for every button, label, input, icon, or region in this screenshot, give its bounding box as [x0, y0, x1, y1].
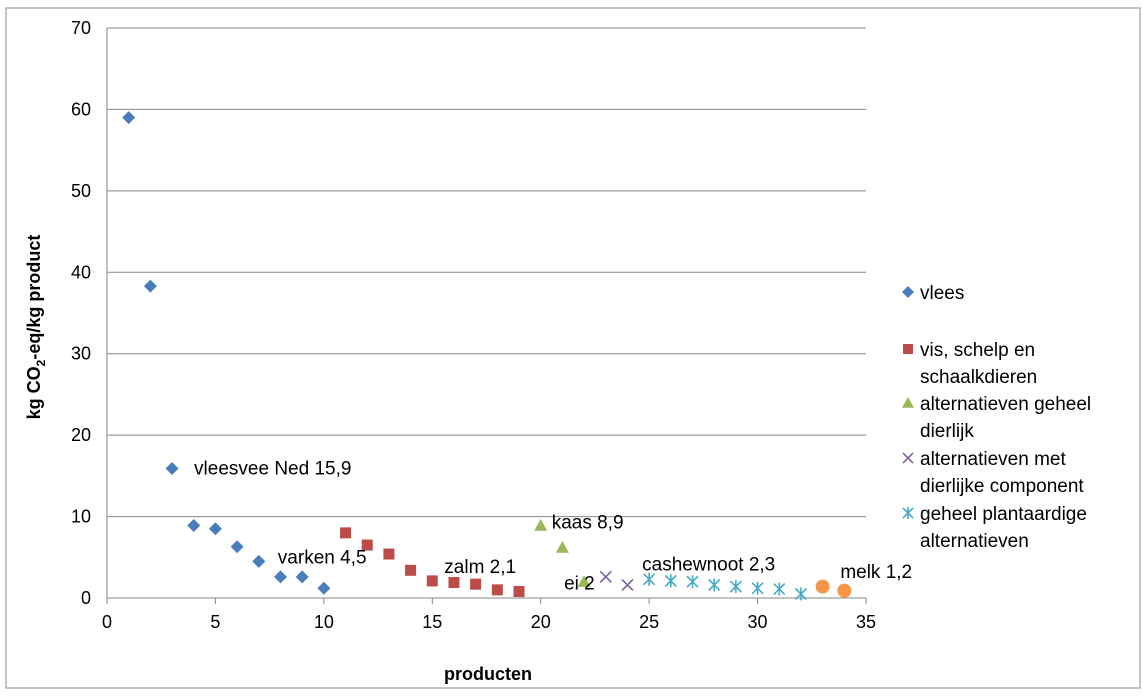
data-point-series-0 — [295, 570, 309, 584]
point-annotation: kaas 8,9 — [552, 513, 624, 534]
data-point-series-4 — [643, 572, 656, 586]
y-tick-label: 60 — [71, 99, 91, 119]
data-point-series-4 — [664, 574, 677, 588]
data-point-series-4 — [794, 587, 808, 601]
legend-label-series-1: schaalkdieren — [920, 367, 1037, 388]
y-tick-label: 20 — [71, 425, 91, 445]
legend-label-series-0: vlees — [920, 283, 964, 304]
y-tick-label: 0 — [81, 588, 91, 608]
data-point-series-0 — [122, 111, 136, 125]
axes — [106, 28, 867, 604]
data-point-series-2 — [577, 575, 591, 587]
data-point-series-5 — [815, 579, 830, 594]
data-point-series-1 — [340, 527, 352, 539]
data-point-series-1 — [405, 564, 417, 576]
data-point-series-0 — [208, 522, 222, 536]
x-tick-label: 25 — [639, 612, 659, 632]
x-tick-label: 10 — [314, 612, 334, 632]
legend-marker-series-4 — [902, 507, 914, 519]
point-annotation: melk 1,2 — [840, 562, 912, 583]
point-annotation: vleesvee Ned 15,9 — [194, 459, 351, 480]
data-point-series-1 — [361, 539, 373, 551]
data-point-series-4 — [773, 582, 786, 596]
data-point-series-0 — [273, 570, 287, 584]
x-tick-labels: 0 5 10 15 20 25 30 35 — [102, 612, 876, 632]
data-point-series-1 — [383, 548, 395, 560]
point-annotation: cashewnoot 2,3 — [642, 554, 775, 575]
data-point-series-1 — [513, 585, 525, 597]
data-point-series-4 — [686, 575, 699, 589]
point-annotation: varken 4,5 — [278, 547, 367, 568]
data-point-series-0 — [165, 462, 179, 476]
data-point-series-4 — [708, 578, 721, 592]
legend-label-series-3: alternatieven met — [920, 449, 1066, 470]
y-tick-label: 50 — [71, 181, 91, 201]
y-tick-label: 30 — [71, 344, 91, 364]
x-tick-label: 20 — [531, 612, 551, 632]
data-point-series-0 — [252, 554, 266, 568]
data-point-series-3 — [621, 578, 634, 592]
data-point-series-2 — [534, 519, 548, 531]
y-tick-label: 10 — [71, 507, 91, 527]
y-tick-label: 70 — [71, 18, 91, 38]
data-point-series-2 — [555, 541, 569, 553]
legend-label-series-4: geheel plantaardige — [920, 504, 1087, 525]
data-point-series-1 — [491, 584, 503, 596]
data-point-series-1 — [470, 578, 482, 590]
data-point-series-0 — [187, 519, 201, 533]
point-annotation: zalm 2,1 — [444, 557, 516, 578]
y-axis-title-part-2: -eq/kg product — [24, 235, 44, 360]
y-tick-label: 40 — [71, 262, 91, 282]
legend-label-series-2: dierlijk — [920, 421, 974, 442]
point-annotation: ei 2 — [564, 574, 595, 595]
y-axis-title-part-1: kg CO — [24, 366, 44, 419]
x-tick-label: 15 — [422, 612, 442, 632]
y-tick-labels: 0 10 20 30 40 50 60 70 — [71, 18, 91, 608]
data-point-series-0 — [317, 581, 331, 595]
data-point-series-1 — [426, 575, 438, 587]
legend-marker-series-3 — [902, 452, 914, 464]
data-point-series-0 — [230, 540, 244, 554]
data-point-series-1 — [448, 577, 460, 589]
legend-marker-series-1 — [903, 344, 913, 354]
legend-label-series-3: dierlijke component — [920, 476, 1084, 497]
data-point-series-5 — [837, 583, 852, 598]
legend-marker-series-2 — [902, 397, 914, 408]
y-axis-title: kg CO2-eq/kg product — [24, 235, 48, 420]
chart-border — [5, 7, 1141, 689]
data-point-series-3 — [599, 570, 612, 583]
x-axis-title: producten — [444, 664, 532, 684]
data-point-series-4 — [751, 581, 764, 595]
x-tick-label: 35 — [856, 612, 876, 632]
x-tick-label: 30 — [748, 612, 768, 632]
y-axis-title-subscript: 2 — [34, 359, 48, 366]
legend-label-series-4: alternatieven — [920, 531, 1029, 552]
point-annotations: vleesvee Ned 15,9 varken 4,5 zalm 2,1 kaas … — [194, 459, 912, 595]
legend-label-series-1: vis, schelp en — [920, 340, 1035, 361]
x-tick-label: 0 — [102, 612, 112, 632]
legend: vlees vis, schelp en schaalkdieren alternat… — [902, 283, 1091, 552]
data-point-series-4 — [729, 580, 742, 594]
data-point-series-0 — [143, 279, 157, 293]
data-points — [122, 111, 852, 601]
legend-label-series-2: alternatieven geheel — [920, 394, 1091, 415]
x-tick-label: 5 — [210, 612, 220, 632]
gridlines — [107, 27, 866, 518]
legend-marker-series-0 — [902, 286, 914, 298]
